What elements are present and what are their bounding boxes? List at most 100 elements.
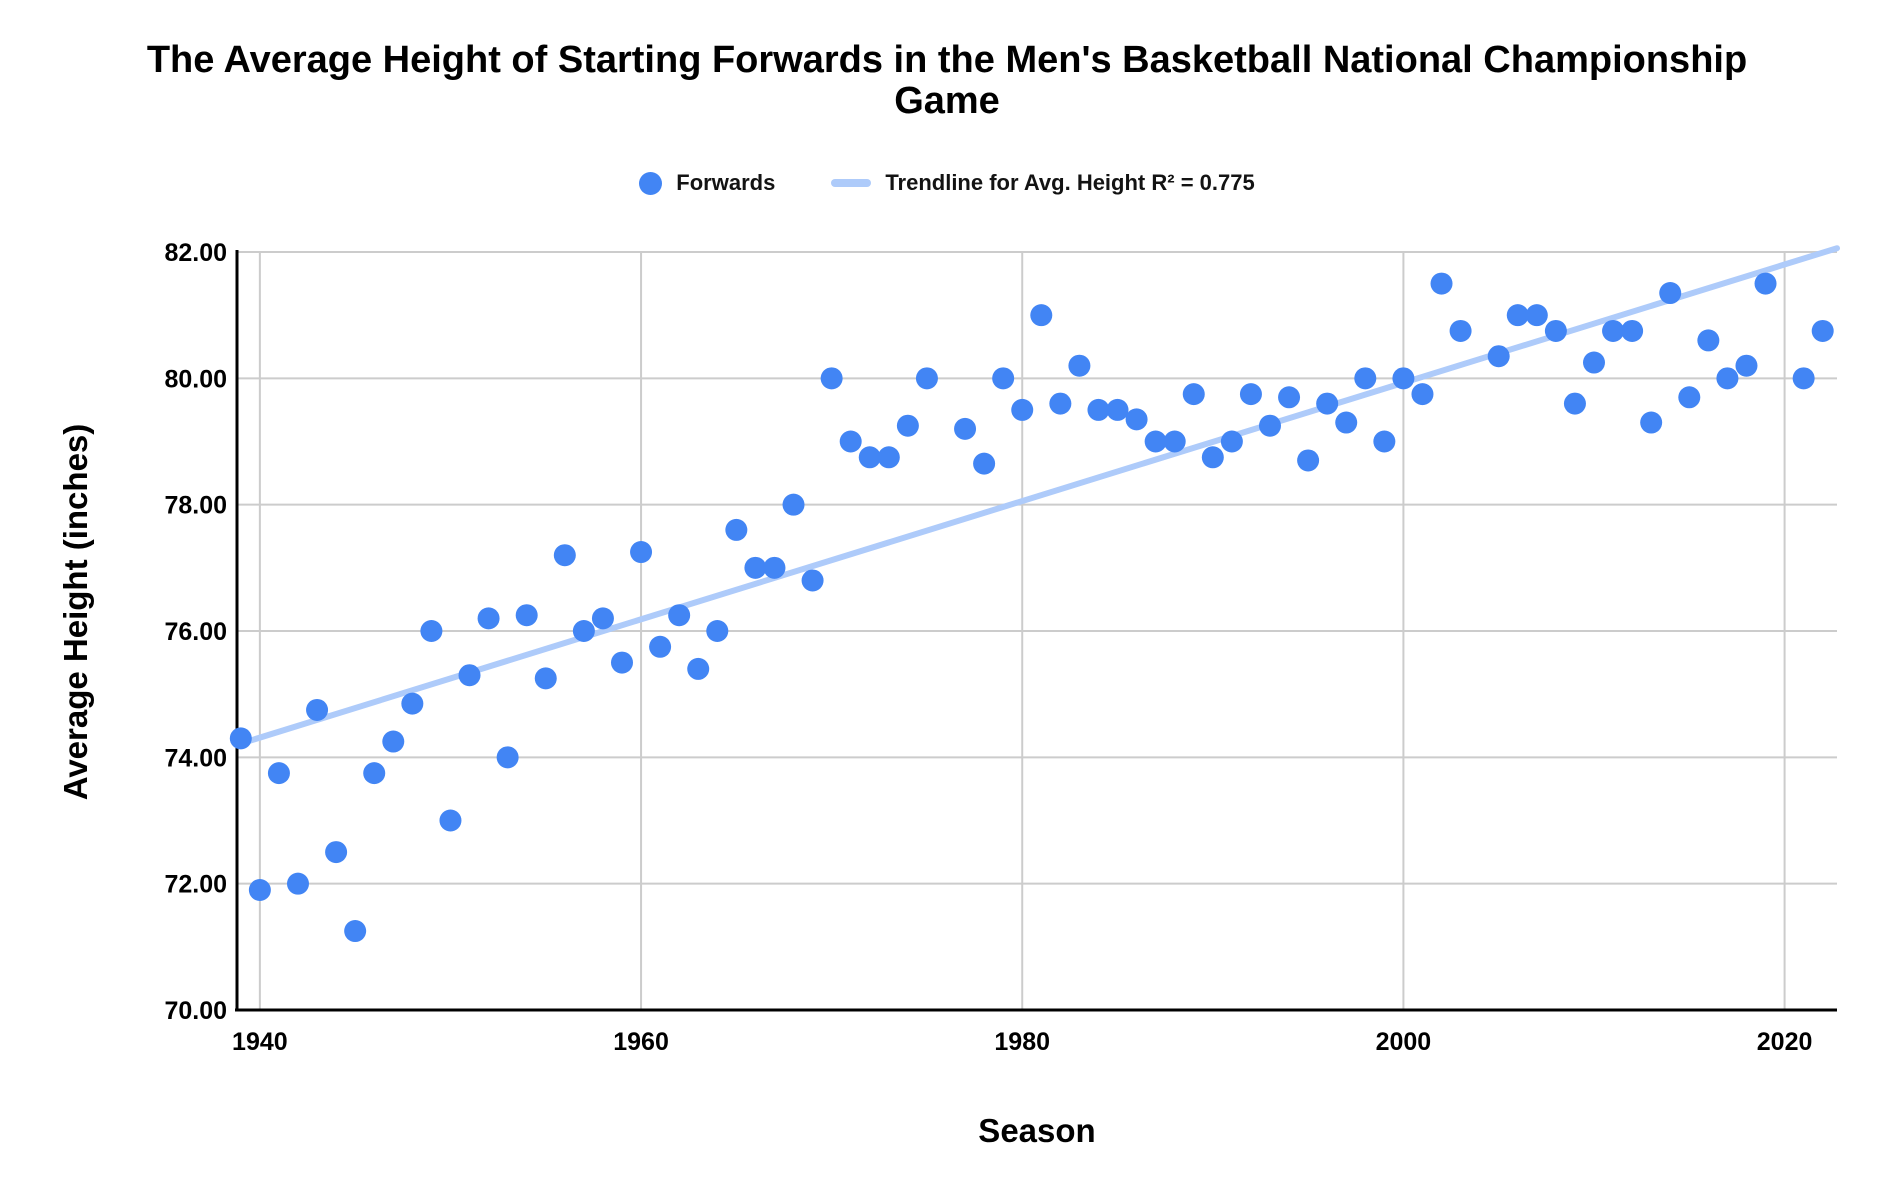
data-point[interactable] <box>858 446 881 469</box>
data-point[interactable] <box>496 746 519 769</box>
data-point[interactable] <box>896 414 919 437</box>
data-point[interactable] <box>1182 383 1205 406</box>
data-point[interactable] <box>1220 430 1243 453</box>
data-point[interactable] <box>1506 304 1529 327</box>
data-point[interactable] <box>344 920 367 943</box>
data-point[interactable] <box>1602 319 1625 342</box>
data-point[interactable] <box>420 620 443 642</box>
x-tick-label: 1940 <box>232 1028 288 1056</box>
data-point[interactable] <box>801 569 824 592</box>
data-point[interactable] <box>1030 304 1053 327</box>
y-tick-label: 76.00 <box>164 618 227 646</box>
data-point[interactable] <box>820 367 843 390</box>
data-point[interactable] <box>1754 272 1777 295</box>
data-point[interactable] <box>1487 345 1510 368</box>
data-point[interactable] <box>458 664 481 687</box>
x-axis-title: Season <box>978 1112 1096 1149</box>
chart-title: The Average Height of Starting Forwards … <box>146 39 1748 122</box>
data-point[interactable] <box>286 872 309 895</box>
data-point[interactable] <box>401 692 424 715</box>
data-point[interactable] <box>1106 398 1129 421</box>
data-point[interactable] <box>1640 411 1663 434</box>
legend-item-trendline[interactable]: Trendline for Avg. Height R² = 0.775 <box>831 170 1255 196</box>
data-point[interactable] <box>1430 272 1453 295</box>
x-tick-label: 1960 <box>613 1028 669 1056</box>
data-point[interactable] <box>992 367 1015 390</box>
data-point[interactable] <box>706 620 729 642</box>
data-point[interactable] <box>1087 398 1110 421</box>
data-point[interactable] <box>1525 304 1548 327</box>
data-point[interactable] <box>267 762 290 785</box>
data-point[interactable] <box>649 635 672 658</box>
data-point[interactable] <box>630 541 653 564</box>
data-point[interactable] <box>229 727 252 750</box>
x-tick-label: 2000 <box>1376 1028 1432 1056</box>
y-tick-label: 72.00 <box>164 871 227 899</box>
data-point[interactable] <box>687 657 710 680</box>
y-tick-label: 82.00 <box>164 239 227 267</box>
data-point[interactable] <box>1735 354 1758 377</box>
data-point[interactable] <box>1811 319 1834 342</box>
data-point[interactable] <box>610 651 633 674</box>
data-point[interactable] <box>1659 282 1682 305</box>
data-point[interactable] <box>668 604 691 627</box>
y-tick-label: 78.00 <box>164 492 227 520</box>
data-point[interactable] <box>1411 383 1434 406</box>
data-point[interactable] <box>534 667 557 690</box>
data-point[interactable] <box>1068 354 1091 377</box>
data-point[interactable] <box>1621 319 1644 342</box>
data-point[interactable] <box>1544 319 1567 342</box>
y-tick-label: 80.00 <box>164 365 227 393</box>
data-point[interactable] <box>1125 408 1148 431</box>
data-point[interactable] <box>1144 430 1167 453</box>
data-point[interactable] <box>973 452 996 475</box>
data-point[interactable] <box>553 544 576 567</box>
data-point[interactable] <box>1697 329 1720 352</box>
data-point[interactable] <box>1563 392 1586 415</box>
data-point[interactable] <box>839 430 862 453</box>
data-point[interactable] <box>1449 319 1472 342</box>
data-point[interactable] <box>1258 414 1281 437</box>
data-point[interactable] <box>1373 430 1396 453</box>
y-tick-label: 70.00 <box>164 997 227 1025</box>
data-point[interactable] <box>877 446 900 469</box>
data-point[interactable] <box>439 809 462 832</box>
x-tick-label: 2020 <box>1757 1028 1813 1056</box>
y-tick-label: 74.00 <box>164 744 227 772</box>
data-point[interactable] <box>1335 411 1358 434</box>
data-point[interactable] <box>725 518 748 541</box>
data-point[interactable] <box>1239 383 1262 406</box>
data-point[interactable] <box>248 878 271 901</box>
legend: Forwards Trendline for Avg. Height R² = … <box>0 170 1894 196</box>
data-point[interactable] <box>477 607 500 630</box>
data-point[interactable] <box>954 417 977 440</box>
legend-trendline-label: Trendline for Avg. Height R² = 0.775 <box>885 170 1255 195</box>
data-point[interactable] <box>915 367 938 390</box>
data-point[interactable] <box>325 841 348 864</box>
data-point[interactable] <box>1011 398 1034 421</box>
data-point[interactable] <box>591 607 614 630</box>
data-point[interactable] <box>763 556 786 579</box>
x-tick-label: 1980 <box>994 1028 1050 1056</box>
data-point[interactable] <box>1201 446 1224 469</box>
data-point[interactable] <box>1716 367 1739 390</box>
data-point[interactable] <box>1049 392 1072 415</box>
data-point[interactable] <box>1678 386 1701 409</box>
data-point[interactable] <box>1392 367 1415 390</box>
data-point[interactable] <box>515 604 538 627</box>
data-point[interactable] <box>572 620 595 642</box>
data-point[interactable] <box>744 556 767 579</box>
data-point[interactable] <box>1792 367 1815 390</box>
data-point[interactable] <box>1163 430 1186 453</box>
data-point[interactable] <box>1582 351 1605 374</box>
legend-item-forwards[interactable]: Forwards <box>639 170 775 196</box>
data-point[interactable] <box>1316 392 1339 415</box>
data-point[interactable] <box>306 698 329 721</box>
data-point[interactable] <box>1278 386 1301 409</box>
data-point[interactable] <box>782 493 805 516</box>
data-point[interactable] <box>1297 449 1320 472</box>
data-point[interactable] <box>382 730 405 753</box>
data-point[interactable] <box>1354 367 1377 390</box>
trendline[interactable] <box>234 245 1840 748</box>
data-point[interactable] <box>363 762 386 785</box>
